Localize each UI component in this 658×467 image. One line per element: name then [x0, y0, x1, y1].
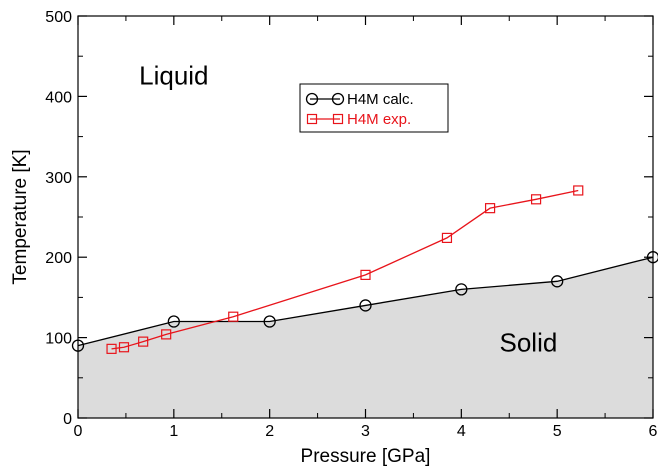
series-h4m-calc [71, 251, 658, 352]
data-point [441, 232, 453, 244]
data-point [106, 343, 117, 354]
x-tick-label: 3 [361, 423, 370, 440]
data-point [573, 185, 584, 196]
y-tick-label: 400 [45, 89, 72, 106]
x-tick-label: 5 [553, 423, 562, 440]
labels-layer: Pressure [GPa] Temperature [K] Liquid Solid [10, 60, 557, 467]
data-point [161, 329, 172, 340]
series-line [77, 256, 654, 347]
legend-entry: H4M exp. [306, 111, 411, 128]
region-label-liquid: Liquid [139, 60, 208, 90]
y-axis-title: Temperature [K] [10, 149, 31, 284]
legend-label: H4M exp. [347, 111, 411, 128]
y-tick-label: 100 [45, 331, 72, 348]
legend-box [299, 83, 449, 133]
y-tick-label: 200 [45, 250, 72, 267]
axis-ticks: 0 1 2 3 4 5 6 0 100 200 300 400 500 [45, 9, 657, 440]
x-tick-label: 4 [457, 423, 466, 440]
x-tick-label: 1 [169, 423, 178, 440]
data-point [228, 311, 239, 322]
x-tick-label: 0 [74, 423, 83, 440]
series-h4m-exp [106, 185, 584, 354]
series-layer [71, 185, 658, 354]
data-point [118, 342, 130, 353]
series-line [111, 189, 579, 350]
solid-region-area [78, 257, 653, 418]
data-point [263, 315, 276, 328]
data-point [138, 336, 149, 347]
x-axis-title: Pressure [GPa] [301, 446, 431, 467]
data-point [455, 283, 468, 296]
data-point [167, 315, 180, 328]
data-point [551, 275, 564, 288]
y-tick-label: 500 [45, 9, 72, 26]
solid-region-fill [78, 257, 653, 418]
y-tick-label: 0 [63, 411, 72, 428]
data-point [530, 194, 542, 205]
legend-entry: H4M calc. [305, 91, 414, 108]
x-tick-label: 2 [265, 423, 274, 440]
data-point [484, 203, 496, 214]
legend-marker [331, 92, 345, 106]
legend-marker [305, 92, 319, 106]
region-label-solid: Solid [500, 327, 558, 357]
y-tick-label: 300 [45, 170, 72, 187]
data-point [359, 299, 372, 312]
x-tick-label: 6 [649, 423, 658, 440]
legend: H4M calc. H4M exp. [299, 83, 449, 133]
data-point [71, 339, 85, 352]
legend-label: H4M calc. [347, 91, 414, 108]
data-point [646, 251, 658, 264]
legend-marker [306, 113, 318, 125]
legend-marker [332, 113, 344, 125]
data-point [360, 269, 371, 280]
